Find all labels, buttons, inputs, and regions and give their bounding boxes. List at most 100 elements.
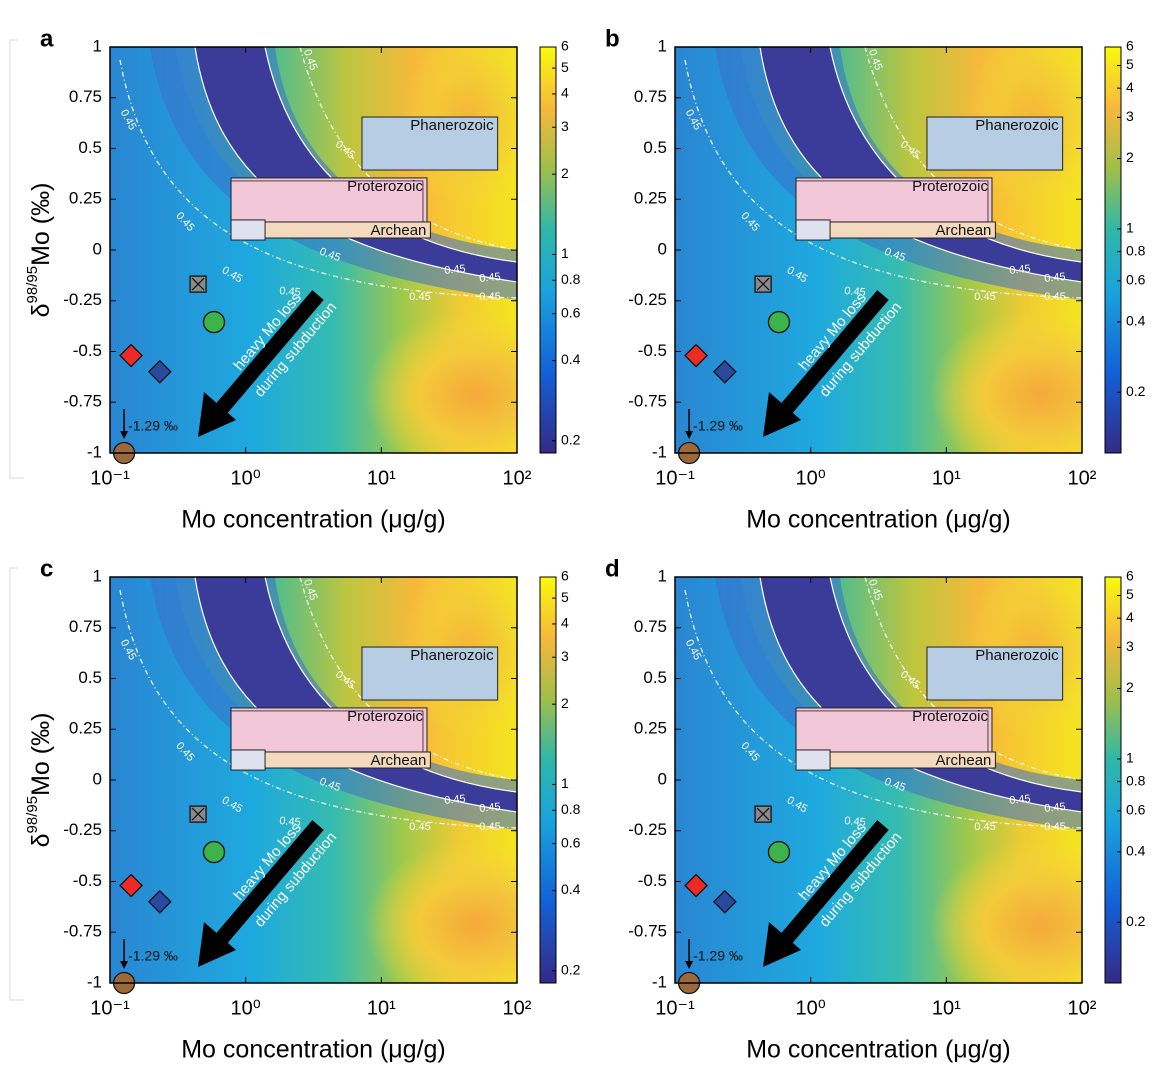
x-axis-label: Mo concentration (μg/g)	[746, 506, 1011, 534]
bracket	[9, 39, 24, 479]
colorbar-tick-label: 0.4	[561, 351, 581, 367]
point	[712, 359, 737, 384]
y-tick-label: -0.5	[73, 341, 102, 360]
x-tick-label: 10⁻¹	[655, 997, 695, 1019]
x-tick-label: 10⁻¹	[655, 467, 695, 489]
x-tick-label: 10¹	[367, 467, 396, 489]
contour-label: 0.45	[444, 793, 466, 807]
arrow-shaft	[216, 820, 324, 943]
y-axis-label-sup: 98/95	[24, 266, 41, 304]
contour-label: 0.45	[409, 291, 430, 303]
point	[684, 873, 708, 898]
point	[147, 359, 172, 384]
colorbar-tick-label: 2	[1126, 679, 1134, 695]
y-tick-label: 1	[658, 36, 667, 55]
y-tick-label: -0.5	[73, 871, 102, 890]
field-band	[760, 47, 1082, 282]
arrow-head	[763, 922, 801, 967]
region	[361, 646, 499, 701]
region-label: Archean	[936, 222, 992, 239]
colorbar-tick-label: 2	[561, 695, 569, 711]
y-tick-label: -0.5	[638, 871, 667, 890]
min-arrow-head	[120, 961, 129, 969]
colorbar-tick-label: 0.4	[561, 881, 581, 897]
colorbar-tick-label: 4	[561, 85, 569, 101]
region	[230, 707, 428, 753]
panel-label: a	[40, 25, 54, 52]
colorbar-tick-label: 3	[561, 118, 569, 134]
contour-label: 0.45	[974, 821, 995, 833]
field-blob	[930, 840, 1082, 983]
y-axis-label-sup: 98/95	[24, 796, 41, 834]
y-tick-label: 0.25	[69, 189, 102, 208]
region-label: Proterozoic	[912, 178, 988, 195]
colorbar	[539, 46, 557, 454]
region-label: Proterozoic	[347, 708, 423, 725]
colorbar-tick-label: 5	[1126, 586, 1134, 602]
contour-label: 0.45	[844, 285, 866, 299]
x-tick-label: 10²	[1068, 467, 1097, 489]
annotation: -1.29 ‰	[693, 418, 743, 434]
annotation: -1.29 ‰	[128, 948, 178, 964]
colorbar-tick-label: 0.2	[561, 432, 581, 448]
region	[361, 116, 499, 171]
y-tick-label: 1	[93, 566, 102, 585]
region-label: Phanerozoic	[410, 117, 494, 134]
y-tick-label: 1	[93, 36, 102, 55]
point	[712, 889, 737, 914]
x-tick-label: 10⁰	[796, 997, 826, 1019]
contour-label: 0.45	[1009, 263, 1031, 277]
x-tick-label: 10¹	[932, 997, 961, 1019]
colorbar-tick-label: 4	[1126, 609, 1134, 625]
min-arrow-head	[685, 431, 694, 439]
y-tick-label: 0.25	[634, 189, 667, 208]
point	[684, 343, 708, 368]
point-cross	[756, 277, 770, 291]
y-axis-label-part: δ	[27, 833, 55, 847]
y-tick-label: -0.75	[63, 922, 102, 941]
y-tick-label: -0.25	[628, 290, 667, 309]
x-tick-label: 10²	[1068, 997, 1097, 1019]
y-tick-label: 1	[658, 566, 667, 585]
y-tick-label: -0.75	[628, 392, 667, 411]
colorbar-tick-label: 0.8	[561, 801, 581, 817]
contour-label: 0.45	[1044, 291, 1065, 303]
colorbar-tick-label: 4	[1126, 79, 1134, 95]
x-tick-label: 10²	[503, 467, 532, 489]
colorbar-tick-label: 1	[1126, 220, 1134, 236]
panel: 0.450.450.450.45 0.45 0.450.450.450.450.45…	[24, 555, 581, 1064]
y-axis-label-part: δ	[27, 303, 55, 317]
colorbar-tick-label: 3	[1126, 108, 1134, 124]
y-tick-label: 0.75	[69, 617, 102, 636]
region	[926, 646, 1064, 701]
region-label: Proterozoic	[912, 708, 988, 725]
y-tick-label: -1	[87, 442, 102, 461]
region	[230, 177, 428, 223]
colorbar-tick-label: 6	[561, 568, 569, 584]
x-axis-label: Mo concentration (μg/g)	[181, 1036, 446, 1064]
point	[202, 840, 226, 864]
y-tick-label: -1	[652, 442, 667, 461]
colorbar-tick-label: 4	[561, 615, 569, 631]
y-tick-label: 0	[658, 239, 667, 258]
colorbar-tick-label: 0.2	[1126, 383, 1146, 399]
y-tick-label: 0	[658, 769, 667, 788]
bracket	[9, 567, 24, 1001]
y-axis-label-part: Mo (‰)	[27, 183, 55, 266]
contour-label: 0.45	[1044, 801, 1066, 815]
x-axis-label: Mo concentration (μg/g)	[181, 506, 446, 534]
y-tick-label: 0.75	[634, 617, 667, 636]
field: 0.450.450.450.45 0.45 0.450.450.450.450.45…	[675, 47, 1082, 453]
colorbar-tick-label: 1	[561, 775, 569, 791]
contour-label: 0.45	[479, 271, 501, 285]
region-label: Archean	[371, 222, 427, 239]
annotation: -1.29 ‰	[128, 418, 178, 434]
contour-label: 0.45	[1044, 271, 1066, 285]
colorbar-tick-label: 0.8	[1126, 242, 1146, 258]
x-tick-label: 10⁰	[231, 997, 261, 1019]
colorbar-tick-label: 0.2	[1126, 913, 1146, 929]
point	[119, 343, 143, 368]
colorbar	[1104, 576, 1122, 984]
point-cross	[756, 807, 770, 821]
arrow-shaft	[781, 290, 889, 413]
